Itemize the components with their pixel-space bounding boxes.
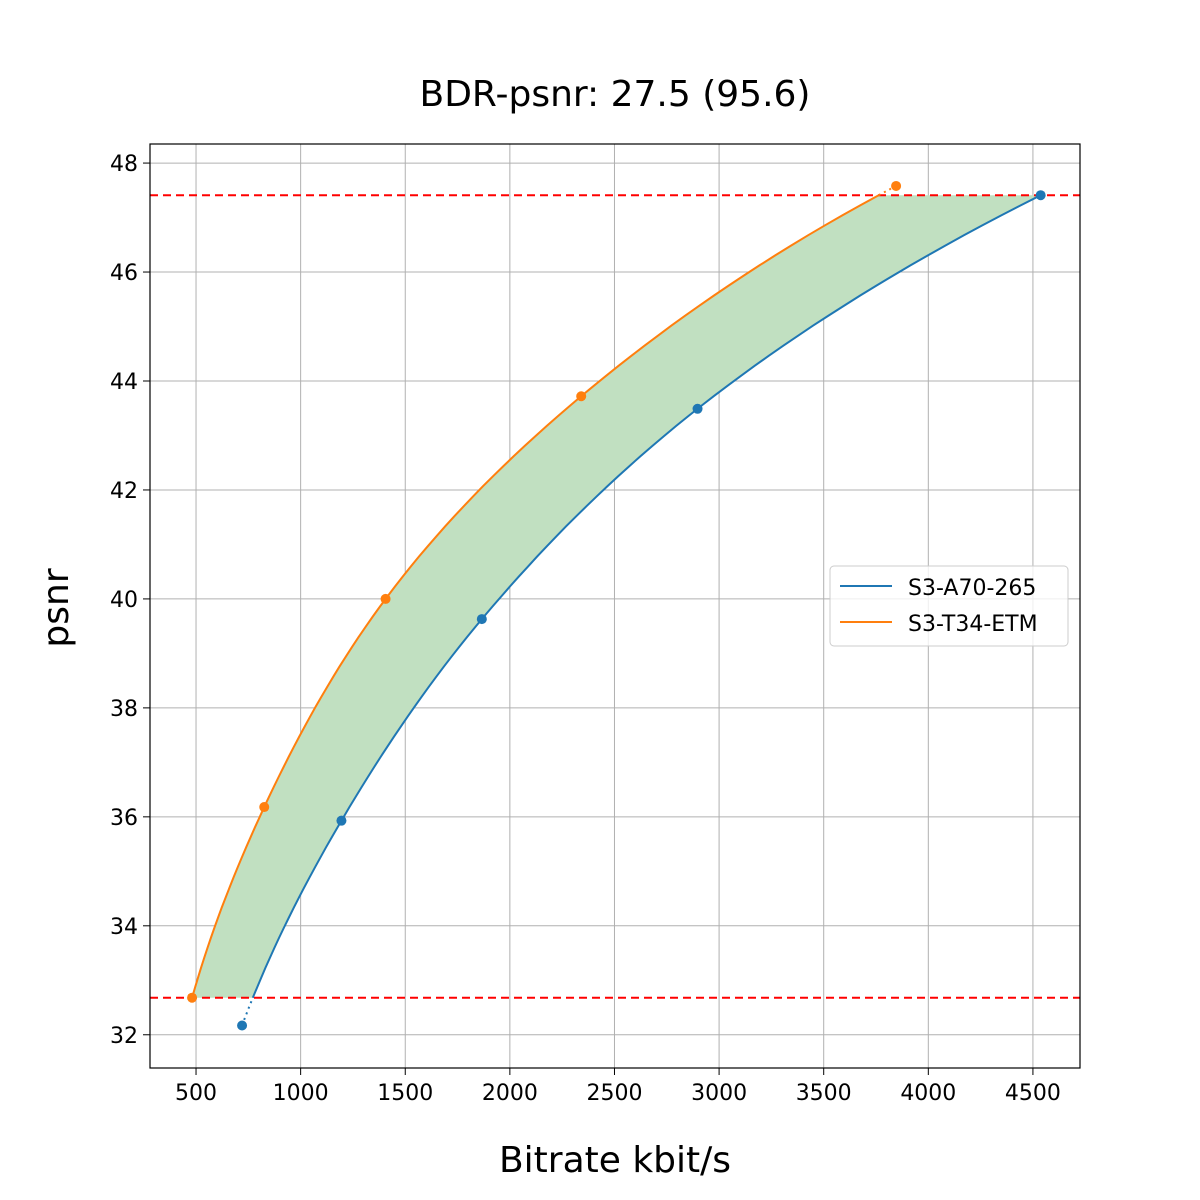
y-tick-label: 40 (110, 588, 138, 613)
y-axis-label: psnr (36, 568, 77, 647)
data-point (692, 403, 703, 414)
data-point (891, 180, 902, 191)
y-tick-label: 42 (110, 479, 138, 504)
chart-title: BDR-psnr: 27.5 (95.6) (420, 74, 811, 115)
legend: S3-A70-265 S3-T34-ETM (829, 565, 1069, 647)
reference-lines (150, 194, 1080, 999)
legend-label-s3-t34-etm: S3-T34-ETM (908, 612, 1038, 637)
x-tick-label: 4500 (1005, 1081, 1061, 1106)
x-tick-label: 1000 (273, 1081, 329, 1106)
data-point (187, 992, 198, 1003)
data-point (476, 614, 487, 625)
y-tick-label: 44 (110, 370, 138, 395)
x-tick-label: 3000 (691, 1081, 747, 1106)
series-line-0 (251, 194, 1042, 999)
legend-label-s3-a70-265: S3-A70-265 (908, 576, 1036, 601)
y-tick-label: 38 (110, 697, 138, 722)
data-point (380, 593, 391, 604)
x-tick-label: 4000 (900, 1081, 956, 1106)
x-tick-label: 2500 (586, 1081, 642, 1106)
area-between-curves (192, 195, 1041, 998)
x-tick-label: 500 (175, 1081, 217, 1106)
series-group (187, 180, 1046, 1031)
y-tick-label: 32 (110, 1024, 138, 1049)
y-tick-label: 36 (110, 806, 138, 831)
x-tick-label: 2000 (482, 1081, 538, 1106)
x-tick-label: 1500 (377, 1081, 433, 1106)
data-point (336, 815, 347, 826)
x-tick-label: 3500 (796, 1081, 852, 1106)
plot-frame (149, 143, 1081, 1069)
x-axis-label: Bitrate kbit/s (499, 1140, 731, 1181)
y-tick-label: 48 (110, 152, 138, 177)
data-point (576, 391, 587, 402)
series-extrapolation (241, 997, 254, 1026)
data-point (259, 802, 270, 813)
data-point (237, 1020, 248, 1031)
tick-labels: 500 1000 1500 2000 2500 3000 3500 4000 4500 32 34 3… (110, 152, 1061, 1106)
y-tick-label: 46 (110, 261, 138, 286)
y-tick-label: 34 (110, 915, 138, 940)
data-point (1035, 190, 1046, 201)
fill-region (192, 195, 1041, 998)
